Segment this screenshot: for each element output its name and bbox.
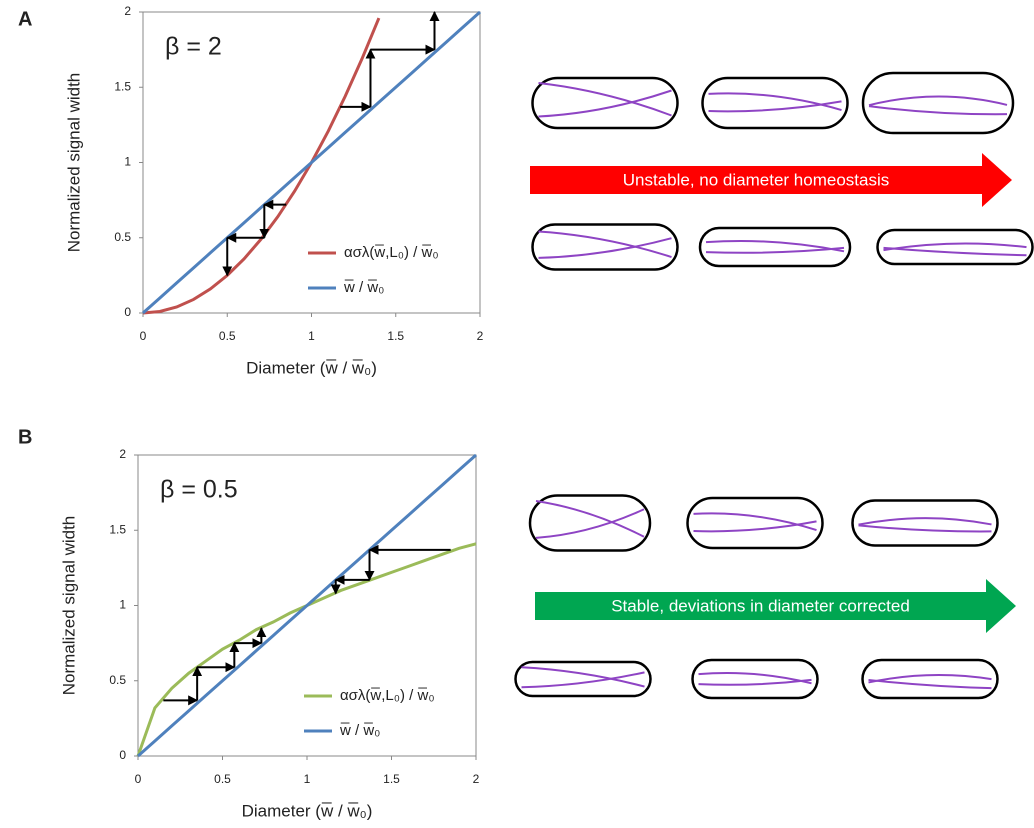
x-axis-label: Diameter (w̅ / w̅₀): [242, 801, 373, 820]
cell-filament: [705, 246, 845, 254]
cell-filament: [698, 678, 812, 686]
cell: [691, 658, 819, 700]
series-line: [142, 10, 481, 315]
cell-filament: [708, 100, 842, 113]
series-line: [142, 17, 381, 315]
cell-filament: [521, 671, 645, 689]
series-line: [137, 453, 477, 758]
y-tick-label: 1: [124, 155, 131, 169]
direction-arrow: [530, 153, 1012, 207]
series-line: [136, 542, 477, 757]
x-tick-label: 1.5: [387, 329, 404, 343]
x-tick-label: 1: [304, 772, 311, 786]
cell-filament: [535, 508, 645, 539]
x-tick-label: 1: [308, 329, 315, 343]
annotation: β = 2: [165, 33, 222, 61]
cell: [861, 71, 1015, 135]
arrow-label: Stable, deviations in diameter corrected: [611, 596, 910, 615]
cell-filament: [883, 242, 1027, 252]
cell: [851, 499, 999, 547]
cell-filament: [538, 89, 672, 118]
cell-filament: [693, 520, 817, 533]
x-tick-label: 2: [477, 329, 484, 343]
cell: [876, 228, 1034, 266]
y-tick-label: 1.5: [114, 79, 131, 93]
x-tick-label: 1.5: [383, 772, 400, 786]
cell: [686, 496, 824, 550]
panel-label: B: [18, 426, 32, 448]
y-axis-label: Normalized signal width: [64, 73, 83, 253]
cell-filament: [693, 512, 817, 531]
y-tick-label: 2: [119, 447, 126, 461]
y-tick-label: 0: [119, 748, 126, 762]
cell-filament: [868, 105, 1008, 116]
cell-filament: [868, 678, 992, 690]
cell-filament: [538, 82, 672, 117]
x-tick-label: 0: [140, 329, 147, 343]
legend-label: ασλ(w̅,L₀) / w̅₀: [340, 687, 435, 704]
cell-filament: [538, 237, 672, 259]
cell-filament: [883, 246, 1027, 257]
y-axis-label: Normalized signal width: [59, 516, 78, 696]
direction-arrow: [535, 579, 1016, 633]
cell-filament: [535, 500, 645, 538]
cell-filament: [858, 524, 992, 533]
cell-filament: [521, 666, 645, 688]
y-tick-label: 1.5: [109, 522, 126, 536]
cell-filament: [868, 95, 1008, 107]
arrow-label: Unstable, no diameter homeostasis: [623, 170, 889, 189]
cell-filament: [858, 517, 992, 526]
y-tick-label: 0: [124, 305, 131, 319]
cell: [861, 658, 999, 700]
legend-label: w̅ / w̅₀: [343, 279, 384, 296]
x-tick-label: 2: [473, 772, 480, 786]
plot-clip: [142, 10, 481, 315]
panel-label: A: [18, 8, 32, 30]
cell: [701, 76, 849, 130]
y-tick-label: 1: [119, 598, 126, 612]
x-tick-label: 0.5: [219, 329, 236, 343]
legend-label: ασλ(w̅,L₀) / w̅₀: [344, 244, 439, 261]
cell: [531, 223, 679, 271]
x-axis-label: Diameter (w̅ / w̅₀): [246, 358, 377, 377]
cell-filament: [708, 92, 842, 112]
cell: [528, 494, 652, 552]
cell: [531, 76, 679, 130]
cell: [698, 226, 852, 268]
y-tick-label: 0.5: [114, 230, 131, 244]
x-tick-label: 0.5: [214, 772, 231, 786]
cell-filament: [538, 230, 672, 258]
y-tick-label: 0.5: [109, 673, 126, 687]
legend-label: w̅ / w̅₀: [339, 722, 380, 739]
x-tick-label: 0: [135, 772, 142, 786]
y-tick-label: 2: [124, 4, 131, 18]
annotation: β = 0.5: [160, 476, 238, 504]
cell-filament: [868, 674, 992, 684]
cell: [514, 660, 652, 698]
